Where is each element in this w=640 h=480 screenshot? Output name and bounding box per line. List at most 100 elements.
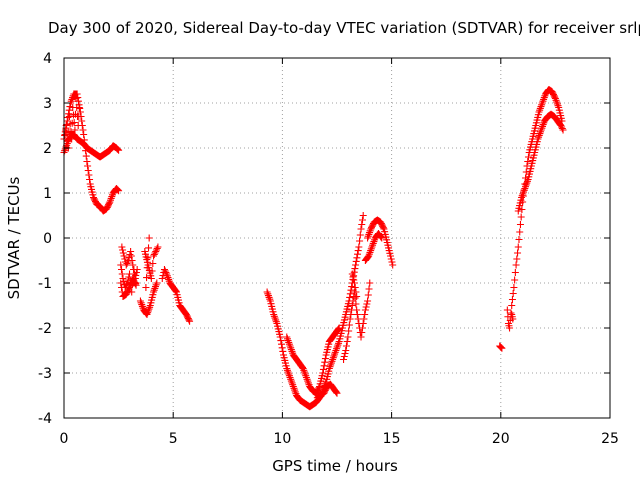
data-point (363, 300, 371, 308)
data-point (340, 353, 348, 360)
data-point (516, 221, 524, 228)
data-point (354, 247, 362, 255)
data-point (119, 246, 127, 254)
data-point (113, 145, 121, 153)
data-point (64, 137, 72, 144)
data-point (377, 233, 385, 241)
data-point (516, 228, 524, 236)
data-point (332, 388, 340, 396)
data-point (347, 311, 355, 318)
data-point (524, 158, 532, 165)
data-point (361, 306, 369, 314)
data-point (83, 158, 91, 165)
data-point (364, 297, 372, 305)
data-point (359, 320, 367, 327)
data-point (517, 213, 525, 221)
data-point (379, 224, 387, 232)
data-point (71, 126, 79, 134)
data-point (276, 333, 284, 341)
data-point (84, 162, 92, 170)
data-point (378, 234, 386, 242)
data-point (335, 325, 343, 333)
data-point (511, 276, 519, 284)
data-point (364, 291, 372, 299)
data-point (114, 186, 122, 194)
data-point (64, 113, 72, 121)
data-point (348, 302, 356, 309)
data-point (76, 108, 84, 116)
data-point (514, 249, 522, 257)
data-point (345, 327, 353, 335)
data-point (349, 273, 357, 281)
data-point (351, 294, 359, 302)
data-point (123, 260, 131, 267)
data-point (387, 252, 395, 260)
data-point (315, 384, 323, 392)
data-point (84, 167, 92, 174)
data-point (86, 176, 94, 183)
data-point (360, 315, 368, 323)
data-point (353, 306, 361, 314)
data-point (161, 267, 169, 275)
data-point (496, 343, 504, 351)
data-point (357, 333, 365, 341)
data-point (75, 104, 83, 111)
data-point (122, 261, 130, 269)
data-point (186, 317, 194, 325)
data-point (147, 275, 155, 282)
data-point (154, 243, 162, 251)
data-point (132, 269, 140, 276)
data-point (117, 279, 125, 287)
data-point (506, 324, 514, 332)
data-point (509, 290, 517, 297)
y-tick-label: 2 (43, 141, 52, 157)
data-point (335, 324, 343, 332)
y-tick-label: 1 (43, 186, 52, 202)
data-point (118, 243, 126, 251)
data-point (152, 246, 160, 254)
data-point (118, 284, 126, 291)
data-point (63, 117, 71, 125)
data-point (126, 251, 134, 258)
data-point (353, 311, 361, 318)
data-point (278, 340, 286, 348)
x-tick-label: 5 (169, 431, 178, 447)
data-point (351, 265, 359, 273)
axes: 0 5 10 15 20 25 -4 -3 -2 -1 0 1 2 3 4 (38, 51, 619, 447)
data-point (75, 113, 83, 120)
data-point (279, 347, 287, 355)
data-point (82, 152, 90, 160)
data-point (341, 350, 349, 357)
data-point (507, 309, 515, 317)
data-point (114, 146, 122, 153)
data-point (150, 252, 158, 260)
data-point (143, 274, 151, 282)
y-tick-label: 4 (43, 51, 52, 67)
data-point (119, 249, 127, 257)
data-point (354, 250, 362, 258)
data-point (359, 212, 367, 219)
data-point (120, 278, 128, 285)
data-point (342, 347, 350, 354)
y-tick-label: -3 (38, 366, 52, 382)
data-point (514, 243, 522, 251)
data-point (113, 185, 121, 193)
data-point (148, 267, 156, 275)
data-point (350, 276, 358, 284)
data-point (510, 284, 518, 291)
data-point (352, 261, 360, 269)
data-point (348, 283, 356, 291)
data-point (115, 187, 123, 195)
data-point (344, 333, 352, 341)
data-point (127, 248, 135, 255)
data-point (518, 206, 526, 213)
data-point (319, 369, 327, 377)
data-point (153, 279, 161, 287)
data-point (153, 245, 161, 252)
data-point (132, 281, 140, 289)
data-point (120, 252, 128, 260)
data-point (145, 234, 153, 242)
data-point (513, 255, 521, 263)
data-point (72, 95, 80, 102)
